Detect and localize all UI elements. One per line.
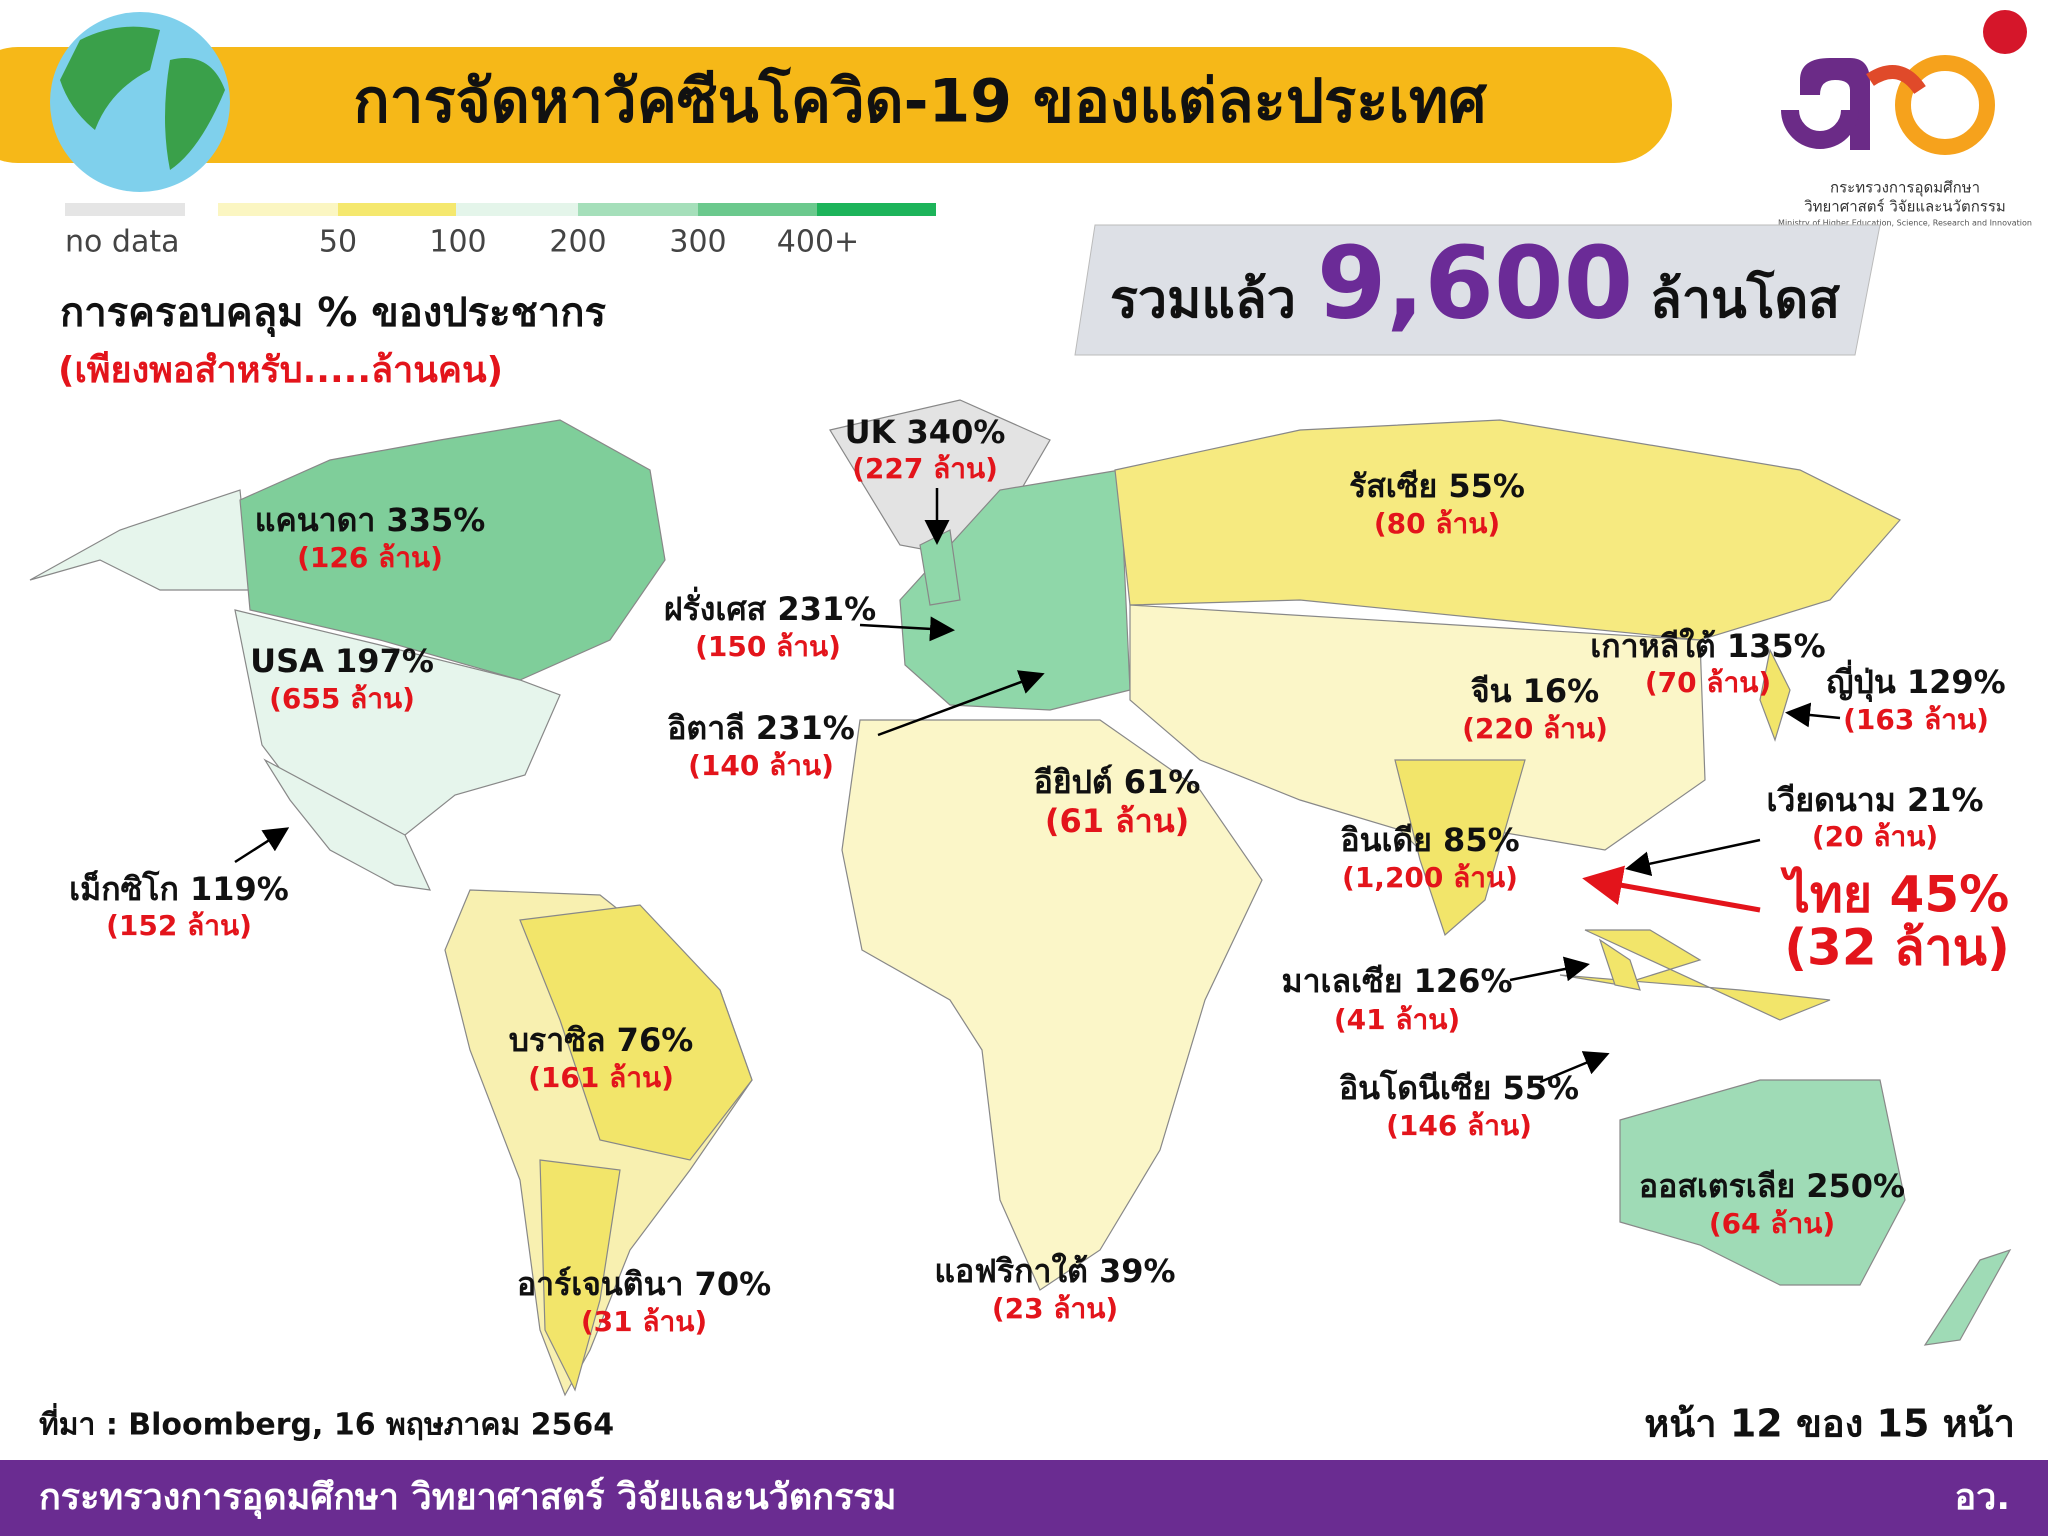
total-prefix: รวมแล้ว [1110, 270, 1296, 330]
country-label: เวียดนาม 21% [1766, 781, 1983, 819]
country-label: แคนาดา 335% [255, 501, 486, 539]
legend-swatch [65, 203, 185, 216]
malaysia [1598, 938, 1641, 991]
logo-text: กระทรวงการอุดมศึกษา [1830, 179, 1980, 198]
total-unit: ล้านโดส [1650, 268, 1840, 330]
legend-swatch [817, 203, 936, 216]
country-label: ไทย 45% [1780, 866, 2010, 924]
title: การจัดหาวัคซีนโควิด-19 ของแต่ละประเทศ [353, 66, 1487, 137]
country-label: บราซิล 76% [509, 1021, 694, 1059]
japan [1759, 648, 1791, 742]
country-doses: (32 ล้าน) [1784, 919, 2010, 977]
country-doses: (126 ล้าน) [297, 541, 443, 574]
logo-text: วิทยาศาสตร์ วิจัยและนวัตกรรม [1804, 198, 2006, 216]
legend-label: 400+ [777, 225, 859, 260]
country-label: UK 340% [845, 413, 1006, 451]
country-doses: (140 ล้าน) [688, 749, 834, 782]
legend-swatch [338, 203, 456, 216]
country-label: อิตาลี 231% [667, 709, 855, 747]
arrow [1785, 702, 1841, 728]
country-label: ญี่ปุ่น 129% [1826, 659, 2005, 703]
country-doses: (61 ล้าน) [1045, 802, 1189, 840]
india [1394, 759, 1526, 937]
arrow [859, 616, 955, 642]
subtitle: การครอบคลุม % ของประชากร [60, 290, 606, 338]
logo-text: Ministry of Higher Education, Science, R… [1778, 219, 2032, 228]
country-doses: (64 ล้าน) [1709, 1207, 1835, 1240]
country-doses: (163 ล้าน) [1843, 703, 1989, 736]
footer-short: อว. [1954, 1477, 2010, 1518]
mexico [263, 758, 431, 891]
country-doses: (70 ล้าน) [1645, 666, 1771, 699]
country-labels: UK 340% (227 ล้าน) รัสเซีย 55% (80 ล้าน)… [69, 413, 2010, 1338]
legend-label: 300 [669, 225, 726, 260]
country-doses: (41 ล้าน) [1334, 1003, 1460, 1036]
country-label: แอฟริกาใต้ 39% [934, 1252, 1175, 1290]
world-map [29, 399, 2012, 1397]
thai-arrow [1582, 865, 1761, 913]
footer-bar [0, 1460, 2048, 1536]
country-label: รัสเซีย 55% [1349, 467, 1525, 505]
total-box [1074, 224, 1881, 356]
country-doses: (227 ล้าน) [852, 452, 998, 485]
arrow [234, 827, 290, 864]
country-label: อาร์เจนตินา 70% [517, 1265, 771, 1303]
source: ที่มา : Bloomberg, 16 พฤษภาคม 2564 [39, 1403, 614, 1443]
africa [841, 719, 1263, 1291]
canada [239, 419, 666, 681]
footer-ministry: กระทรวงการอุดมศึกษา วิทยาศาสตร์ วิจัยและ… [39, 1476, 896, 1520]
arrow [1539, 1051, 1610, 1084]
country-doses: (220 ล้าน) [1462, 712, 1608, 745]
legend-label: no data [65, 225, 179, 260]
country-doses: (20 ล้าน) [1812, 820, 1938, 853]
legend-swatch [578, 203, 698, 216]
country-doses: (80 ล้าน) [1374, 507, 1500, 540]
country-label: อียิปต์ 61% [1034, 763, 1201, 801]
country-label: เม็กซิโก 119% [69, 869, 289, 908]
country-label: ฝรั่งเศส 231% [664, 586, 876, 628]
australia [1619, 1079, 1906, 1286]
russia [1114, 419, 1901, 641]
new-zealand [1923, 1248, 2012, 1346]
legend-label: 50 [319, 225, 357, 260]
country-doses: (150 ล้าน) [695, 630, 841, 663]
country-doses: (31 ล้าน) [581, 1305, 707, 1338]
country-label: มาเลเซีย 126% [1281, 962, 1512, 1000]
country-doses: (146 ล้าน) [1386, 1109, 1532, 1142]
alaska [29, 489, 251, 591]
country-doses: (23 ล้าน) [992, 1292, 1118, 1325]
country-doses: (1,200 ล้าน) [1342, 861, 1518, 894]
arrow [1509, 956, 1590, 982]
header-bar [0, 47, 1672, 163]
indonesia [1559, 929, 1831, 1021]
legend: no data 50 100 200 300 400+ [65, 203, 936, 260]
globe-land [60, 26, 225, 170]
brazil [519, 904, 753, 1161]
country-label: จีน 16% [1471, 672, 1600, 710]
total-value: 9,600 [1317, 224, 1633, 341]
country-label: ออสเตรเลีย 250% [1639, 1167, 1905, 1205]
arrows [234, 488, 1841, 1084]
europe [899, 469, 1131, 711]
country-doses: (161 ล้าน) [528, 1061, 674, 1094]
country-label: อินโดนีเซีย 55% [1339, 1069, 1579, 1107]
country-label: อินเดีย 85% [1340, 821, 1519, 859]
legend-swatch [218, 203, 338, 216]
argentina [539, 1159, 621, 1392]
subtitle-note: (เพียงพอสำหรับ.....ล้านคน) [58, 350, 503, 391]
arrow [877, 670, 1045, 737]
country-doses: (152 ล้าน) [106, 909, 252, 942]
country-label: เกาหลีใต้ 135% [1590, 627, 1825, 665]
legend-label: 100 [429, 225, 486, 260]
country-doses: (655 ล้าน) [269, 682, 415, 715]
logo: กระทรวงการอุดมศึกษา วิทยาศาสตร์ วิจัยและ… [1778, 10, 2032, 228]
page-number: หน้า 12 ของ 15 หน้า [1644, 1402, 2015, 1446]
country-label: USA 197% [250, 642, 434, 680]
legend-label: 200 [549, 225, 606, 260]
arrow [1625, 838, 1761, 877]
legend-swatch [698, 203, 817, 216]
legend-swatch [456, 203, 578, 216]
